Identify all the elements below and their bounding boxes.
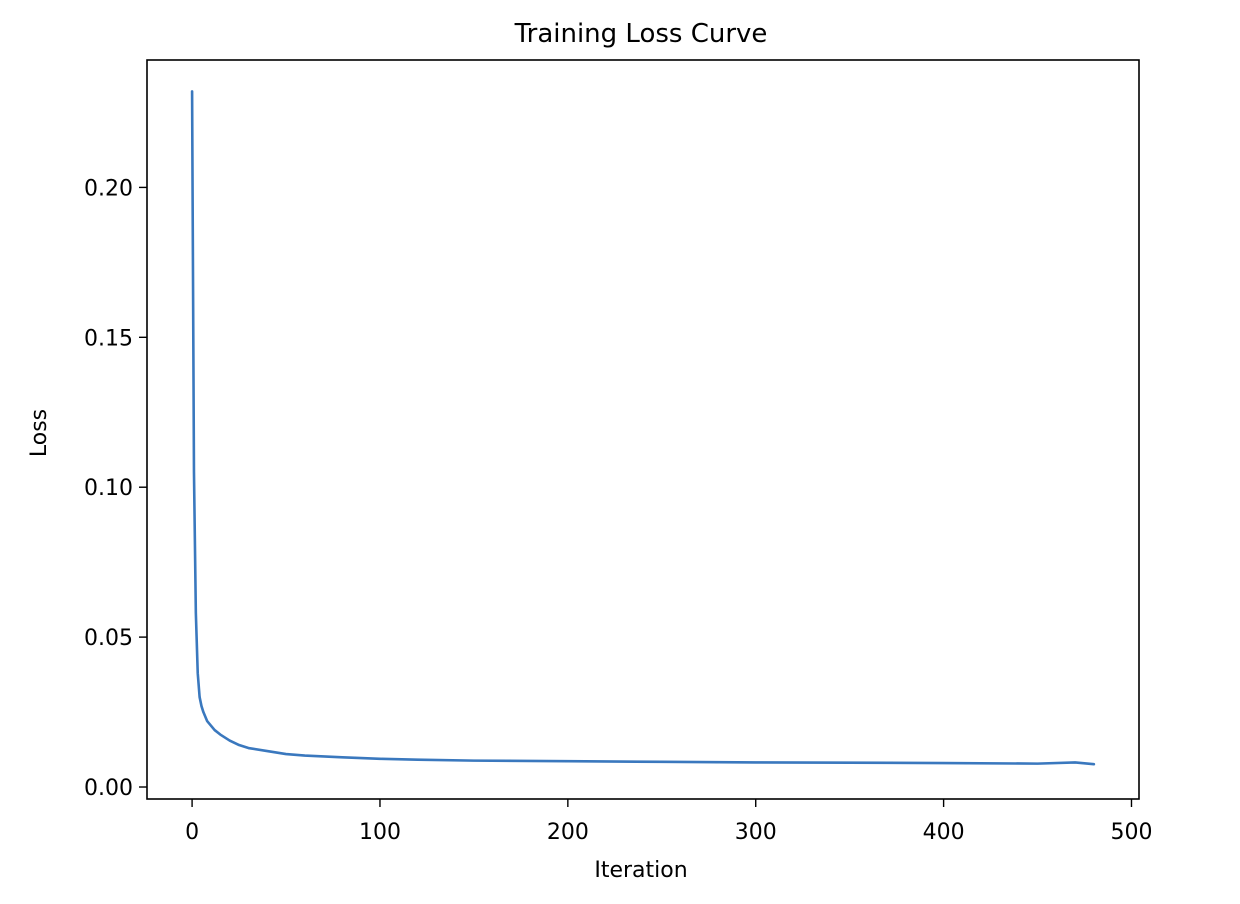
y-axis-label: Loss [27, 409, 52, 457]
y-tick-label: 0.20 [84, 176, 133, 201]
x-tick-label: 400 [923, 820, 965, 845]
plot-frame [146, 59, 1140, 800]
x-axis-label: Iteration [594, 858, 687, 883]
plot-area [146, 59, 1140, 800]
x-tick-label: 300 [735, 820, 777, 845]
x-tick-label: 200 [547, 820, 589, 845]
y-tick-label: 0.15 [84, 326, 133, 351]
y-tick-label: 0.05 [84, 626, 133, 651]
chart-title: Training Loss Curve [514, 19, 768, 49]
y-axis: 0.00 0.05 0.10 0.15 0.20 [84, 176, 147, 801]
x-tick-label: 500 [1110, 820, 1152, 845]
x-tick-label: 0 [185, 820, 199, 845]
x-axis: 0 100 200 300 400 500 [185, 799, 1152, 845]
x-tick-label: 100 [359, 820, 401, 845]
loss-series-line [190, 90, 1096, 766]
y-tick-label: 0.10 [84, 476, 133, 501]
y-tick-label: 0.00 [84, 776, 133, 801]
